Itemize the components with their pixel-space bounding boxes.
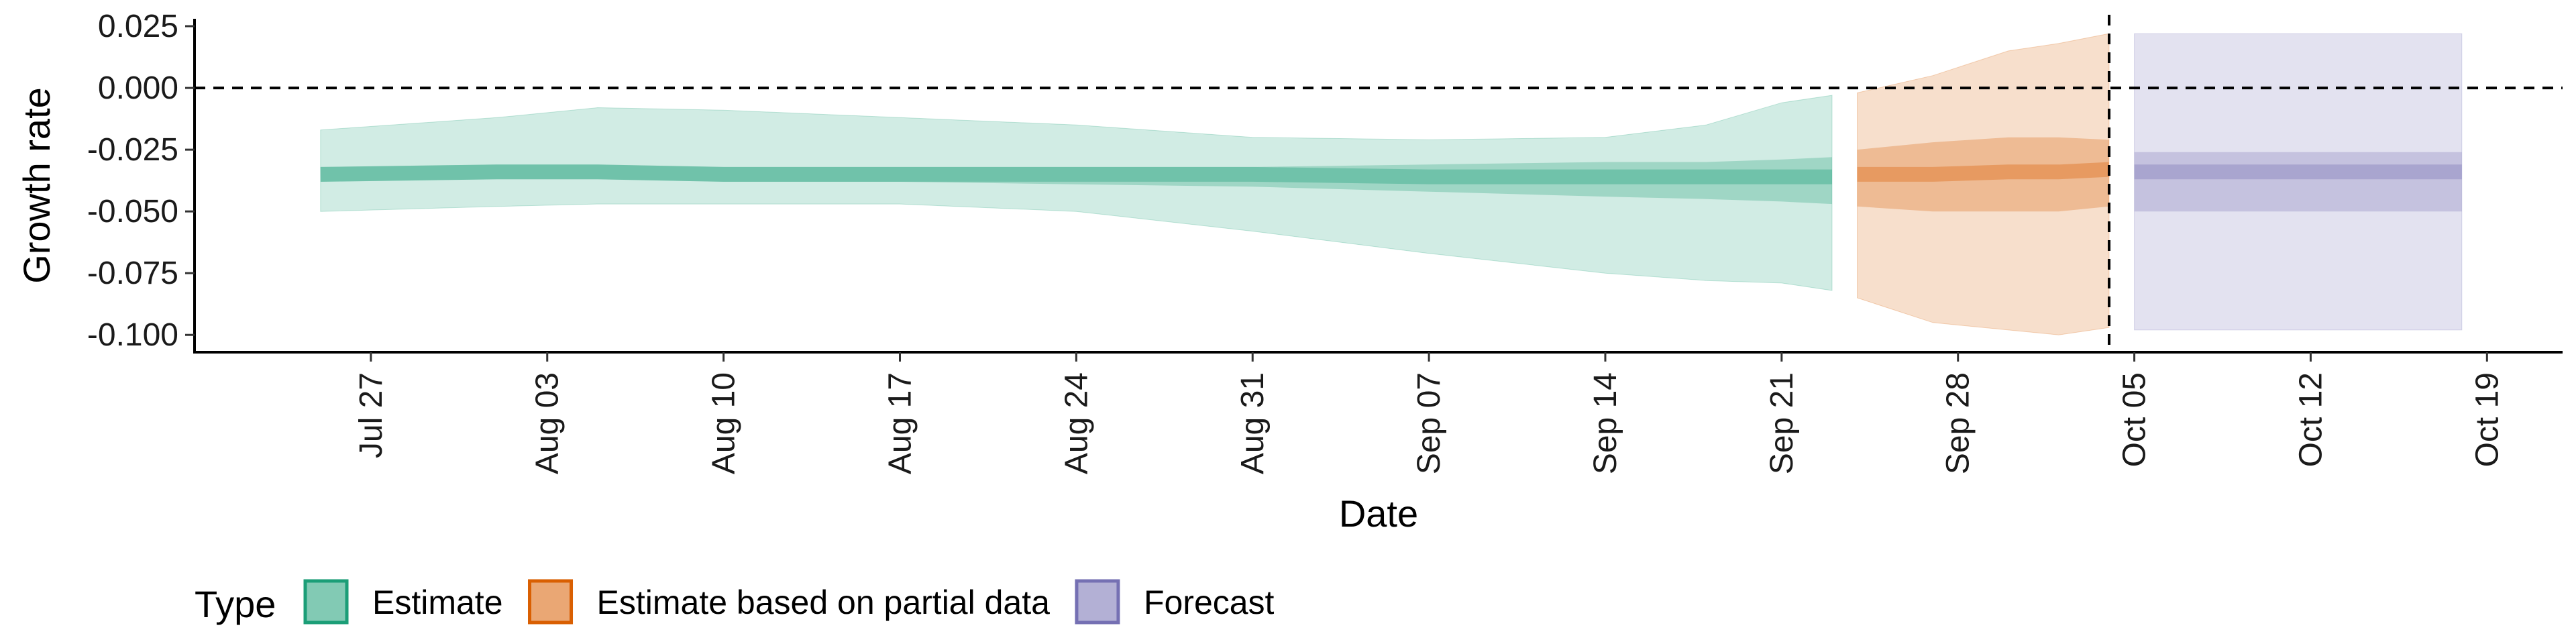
x-tick-label: Aug 03 <box>530 372 566 474</box>
legend-swatch <box>303 579 349 625</box>
y-tick-label: -0.075 <box>87 256 178 291</box>
median-line-estimate <box>320 164 1832 184</box>
x-tick-label: Aug 17 <box>882 372 918 474</box>
x-tick-label: Aug 10 <box>706 372 742 474</box>
x-tick-label: Sep 07 <box>1411 372 1447 474</box>
legend-title: Type <box>195 583 276 625</box>
legend-swatch <box>528 579 574 625</box>
x-tick-label: Sep 28 <box>1941 372 1976 474</box>
legend: Type Estimate Estimate based on partial d… <box>195 579 1275 625</box>
legend-swatch <box>1075 579 1120 625</box>
y-axis-ticks: 0.025 0.000 -0.025 -0.050 -0.075 -0.100 <box>87 9 195 353</box>
legend-label: Forecast <box>1144 584 1275 621</box>
outer-band-forecast <box>2134 33 2463 331</box>
x-tick-label: Oct 19 <box>2469 372 2505 467</box>
y-tick-label: 0.000 <box>98 70 178 106</box>
y-tick-label: 0.025 <box>98 9 178 44</box>
x-axis-title: Date <box>1339 492 1418 535</box>
inner-band-estimate <box>320 157 1832 205</box>
x-tick-label: Oct 12 <box>2293 372 2328 467</box>
axes <box>193 19 2563 354</box>
reference-lines <box>195 15 2563 352</box>
legend-label: Estimate <box>372 584 503 621</box>
x-tick-label: Sep 14 <box>1588 372 1623 474</box>
y-tick-label: -0.100 <box>87 317 178 353</box>
median-line-estimate-based-on-partial-data <box>1857 162 2110 182</box>
series-bands <box>320 33 2463 335</box>
x-tick-label: Aug 24 <box>1059 372 1094 474</box>
legend-label: Estimate based on partial data <box>597 584 1051 621</box>
x-axis-ticks: Jul 27 Aug 03 Aug 10 Aug 17 Aug 24 Aug 31 Sep … <box>354 352 2505 474</box>
y-tick-label: -0.025 <box>87 132 178 168</box>
x-tick-label: Oct 05 <box>2117 372 2153 467</box>
y-tick-label: -0.050 <box>87 194 178 229</box>
x-tick-label: Aug 31 <box>1235 372 1271 474</box>
y-axis-title: Growth rate <box>15 87 58 284</box>
inner-band-forecast <box>2134 152 2462 212</box>
outer-band-estimate <box>320 95 1833 291</box>
x-tick-label: Jul 27 <box>354 372 389 458</box>
inner-band-estimate-based-on-partial-data <box>1857 137 2109 212</box>
x-tick-label: Sep 21 <box>1764 372 1800 474</box>
outer-band-estimate-based-on-partial-data <box>1857 33 2110 335</box>
